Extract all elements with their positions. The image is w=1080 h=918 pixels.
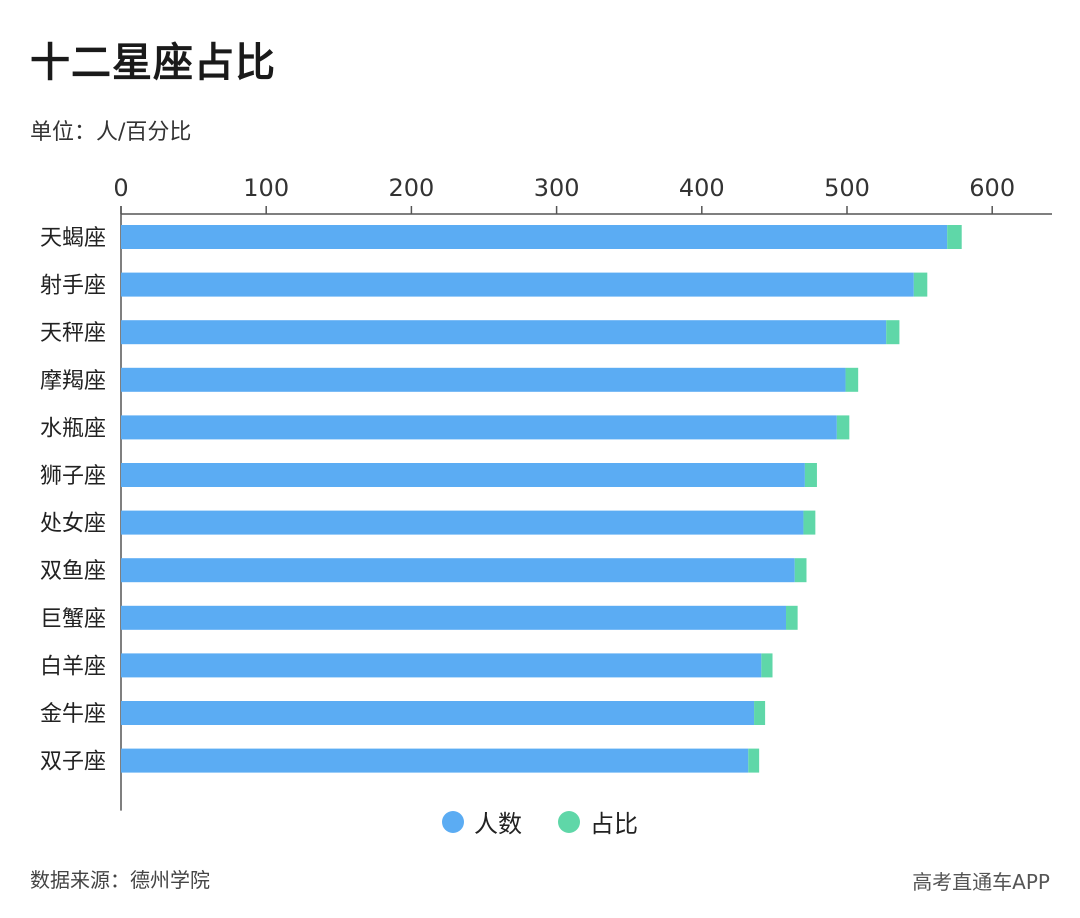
bar-count: [121, 605, 787, 630]
bar-count: [121, 558, 795, 583]
x-tick-label: 500: [824, 174, 870, 202]
x-tick-label: 0: [113, 174, 128, 202]
data-source: 数据来源：德州学院: [30, 868, 210, 892]
x-tick-label: 400: [679, 174, 725, 202]
category-label: 天秤座: [40, 321, 106, 346]
bar-share: [836, 415, 850, 440]
bar-share: [748, 748, 760, 773]
category-label: 金牛座: [40, 702, 106, 727]
category-label: 处女座: [40, 512, 106, 537]
category-label: 水瓶座: [40, 416, 106, 441]
bar-share: [754, 701, 766, 725]
category-label: 天蝎座: [40, 226, 106, 251]
bar-share: [913, 272, 928, 297]
bar-count: [121, 415, 837, 440]
unit-label: 单位：人/百分比: [30, 120, 192, 145]
bar-share: [803, 510, 816, 535]
bar-count: [121, 748, 749, 773]
category-label: 双鱼座: [40, 559, 106, 584]
bar-share: [804, 463, 817, 487]
bars: [121, 225, 962, 773]
bar-share: [886, 320, 900, 345]
x-tick-label: 200: [388, 174, 434, 202]
legend-label-share: 占比: [590, 810, 638, 838]
bar-count: [121, 272, 914, 297]
x-tick-label: 300: [534, 174, 580, 202]
bar-count: [121, 225, 948, 249]
legend-item-count: 人数: [442, 804, 522, 839]
bar-count: [121, 701, 755, 725]
bar-count: [121, 510, 804, 535]
chart-title: 十二星座占比: [30, 40, 276, 86]
x-tick-label: 600: [969, 174, 1015, 202]
bar-share: [845, 367, 859, 392]
bar-count: [121, 653, 762, 678]
category-label: 狮子座: [40, 464, 106, 489]
bar-count: [121, 320, 887, 345]
legend-item-share: 占比: [558, 804, 638, 839]
x-tick-label: 100: [243, 174, 289, 202]
bar-share: [794, 558, 807, 583]
bar-share: [786, 605, 798, 630]
category-label: 巨蟹座: [40, 607, 106, 632]
category-label: 射手座: [40, 274, 106, 299]
legend: 人数 占比: [0, 804, 1080, 839]
legend-label-count: 人数: [474, 810, 522, 838]
category-label: 双子座: [40, 750, 106, 775]
legend-dot-count: [442, 810, 464, 833]
x-axis: 0 100 200 300 400 500 600: [113, 174, 1052, 811]
watermark: 高考直通车APP: [912, 870, 1050, 894]
bar-share: [761, 653, 773, 678]
bar-count: [121, 463, 805, 487]
bar-share: [947, 225, 962, 249]
legend-dot-share: [558, 810, 580, 833]
category-label: 摩羯座: [40, 369, 106, 394]
category-label: 白羊座: [40, 654, 106, 679]
bar-count: [121, 367, 846, 392]
